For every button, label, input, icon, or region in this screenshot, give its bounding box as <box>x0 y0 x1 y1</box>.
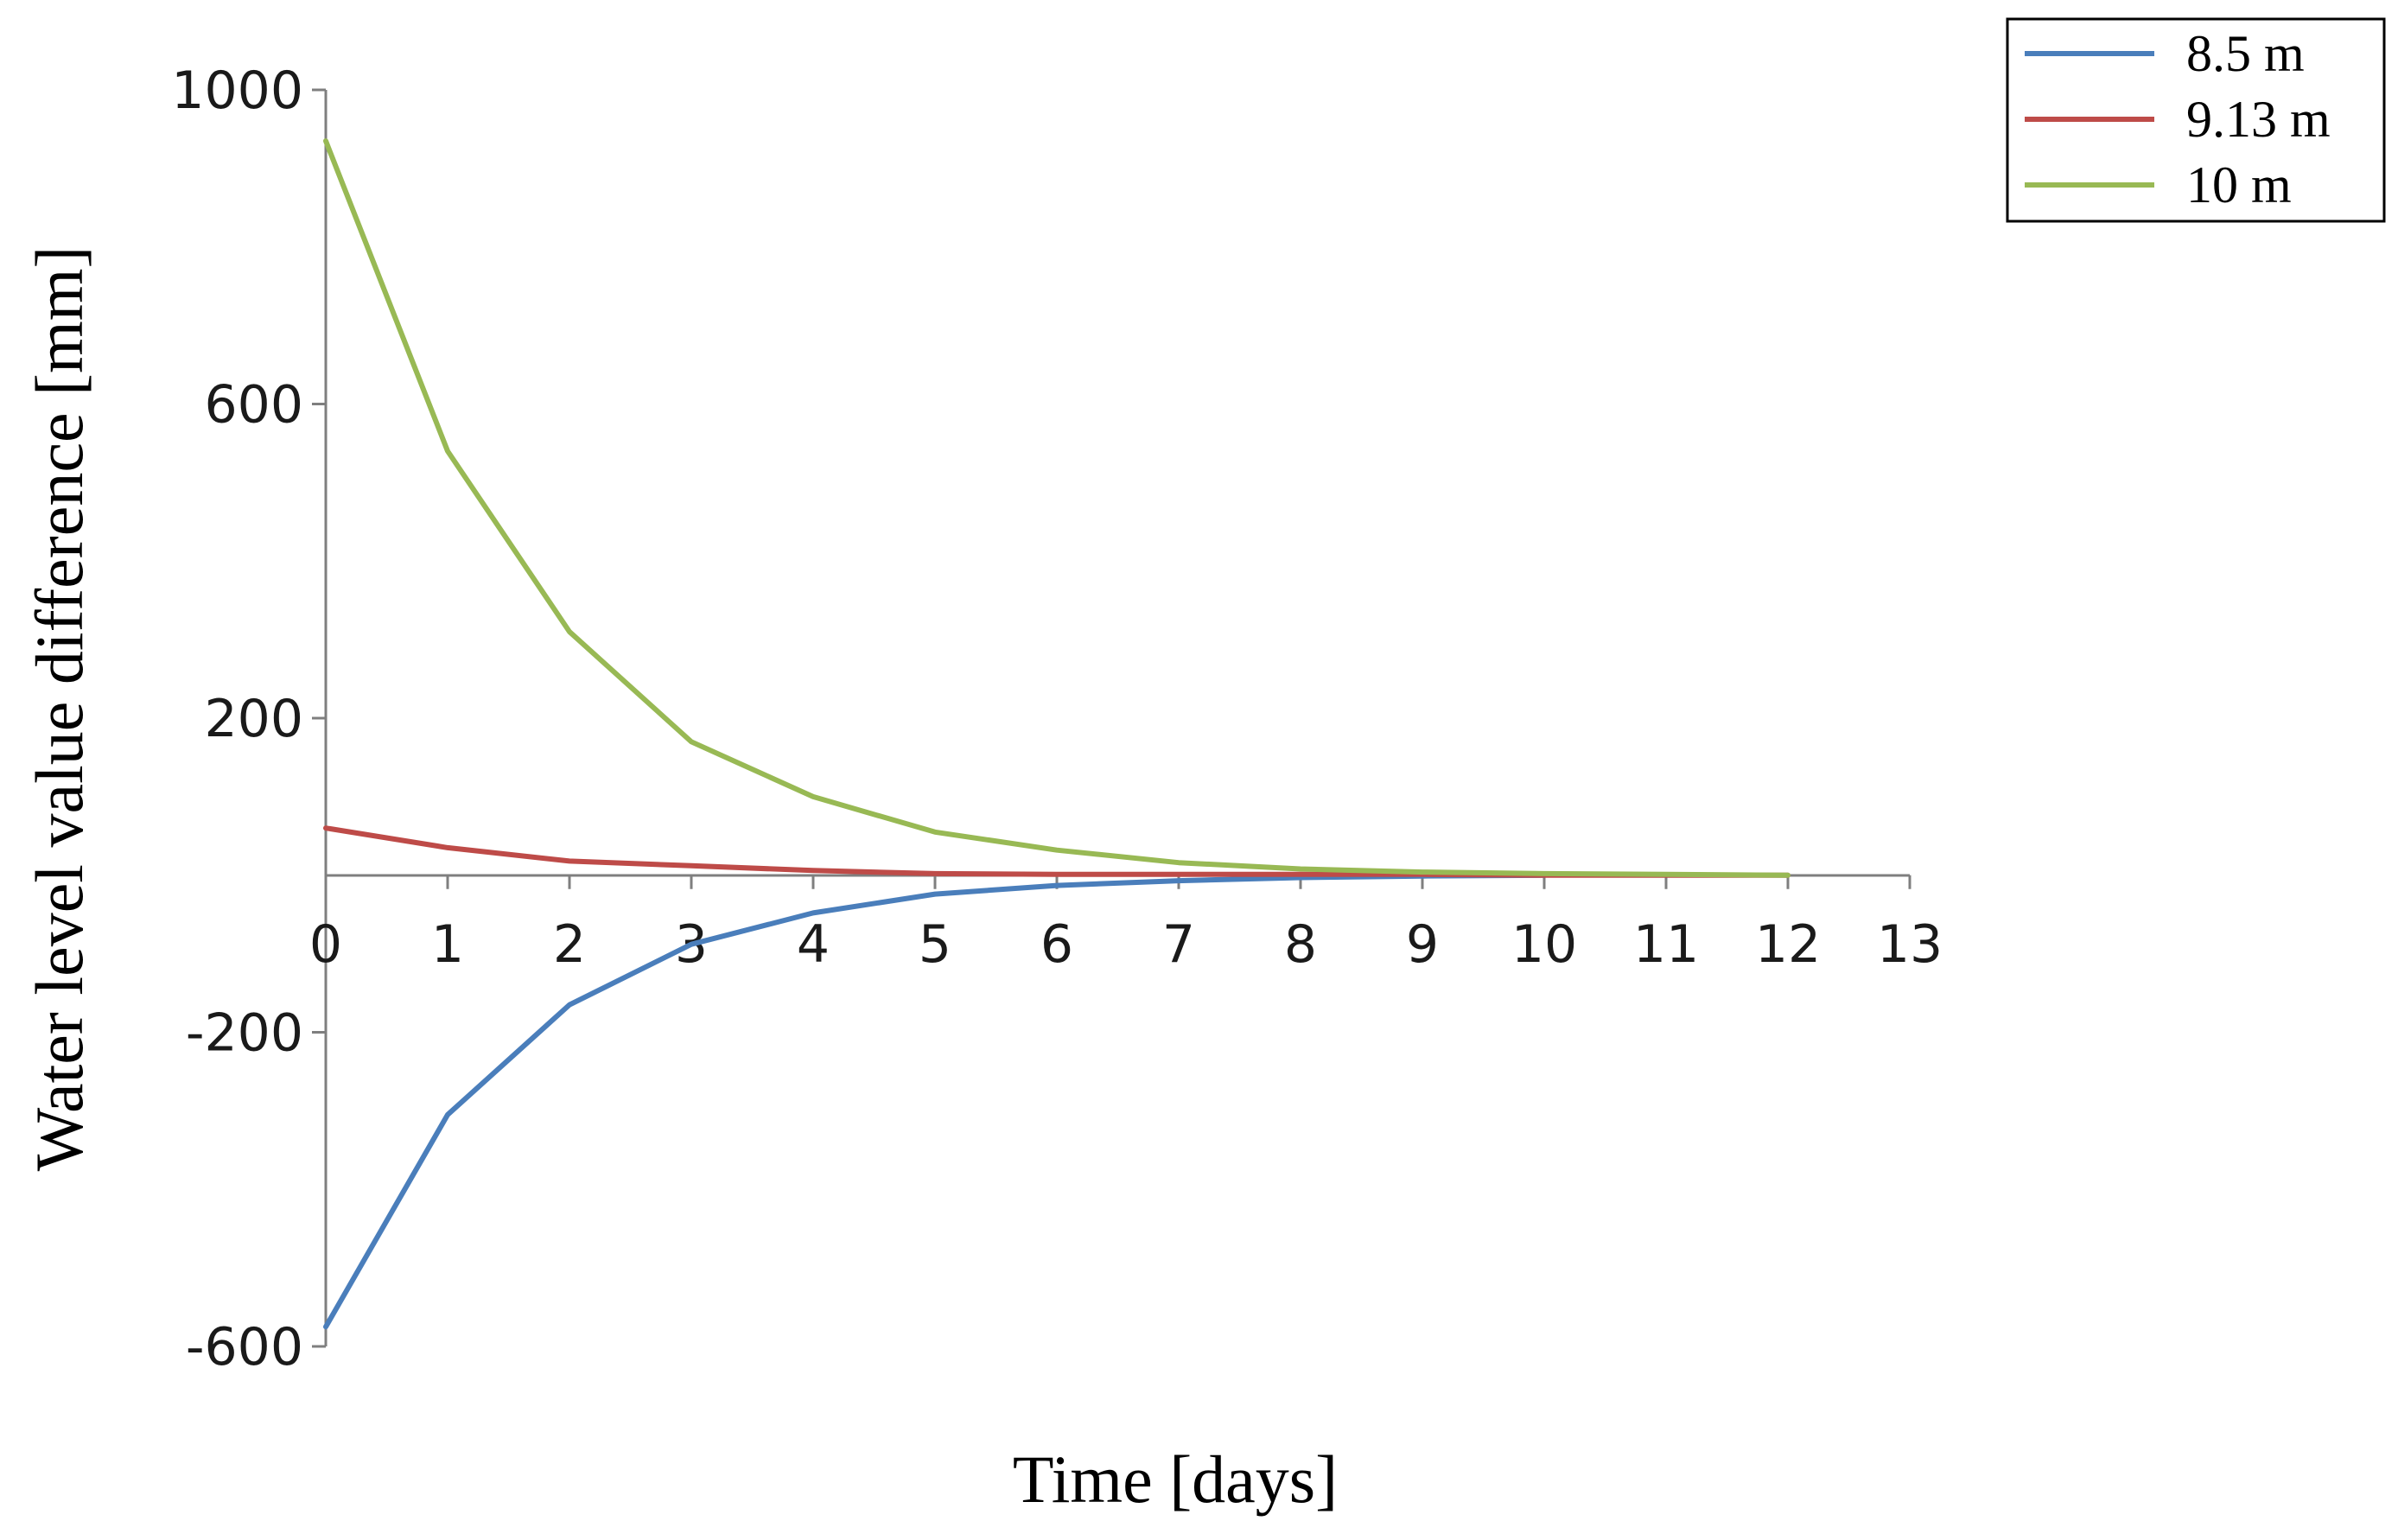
y-tick-label: 1000 <box>171 60 303 121</box>
x-tick-label: 13 <box>1877 914 1943 975</box>
x-tick-label: 9 <box>1406 914 1439 975</box>
y-ticks: -600 -200 200 600 1000 <box>171 60 326 1378</box>
x-tick-label: 2 <box>553 914 586 975</box>
legend-label-10-m: 10 m <box>2186 156 2292 213</box>
y-tick-label: 600 <box>204 375 303 436</box>
x-ticks: 0 1 2 3 4 5 6 7 8 9 10 11 12 13 <box>309 875 1943 975</box>
y-tick-label: -600 <box>186 1317 303 1378</box>
legend-items: 8.5 m 9.13 m 10 m <box>2025 25 2331 213</box>
x-tick-label: 7 <box>1162 914 1195 975</box>
series-line-8-5-m <box>323 872 1547 1330</box>
x-tick-label: 0 <box>309 914 342 975</box>
series-lines <box>323 138 1791 1330</box>
x-tick-label: 12 <box>1755 914 1821 975</box>
x-tick-label: 4 <box>797 914 830 975</box>
legend-label-9-13-m: 9.13 m <box>2186 91 2331 148</box>
x-tick-label: 10 <box>1511 914 1577 975</box>
x-tick-label: 5 <box>919 914 951 975</box>
x-tick-label: 11 <box>1633 914 1699 975</box>
x-tick-label: 8 <box>1284 914 1317 975</box>
x-tick-label: 6 <box>1040 914 1073 975</box>
y-tick-label: -200 <box>186 1003 303 1064</box>
legend: 8.5 m 9.13 m 10 m <box>2006 17 2386 223</box>
y-tick-label: 200 <box>204 689 303 749</box>
axes <box>324 90 1910 1346</box>
x-tick-label: 1 <box>431 914 464 975</box>
x-axis-title: Time [days] <box>1013 1441 1338 1517</box>
series-line-10-m <box>323 138 1791 878</box>
y-axis-title: Water level value difference [mm] <box>22 246 97 1172</box>
legend-label-8-5-m: 8.5 m <box>2186 25 2305 82</box>
